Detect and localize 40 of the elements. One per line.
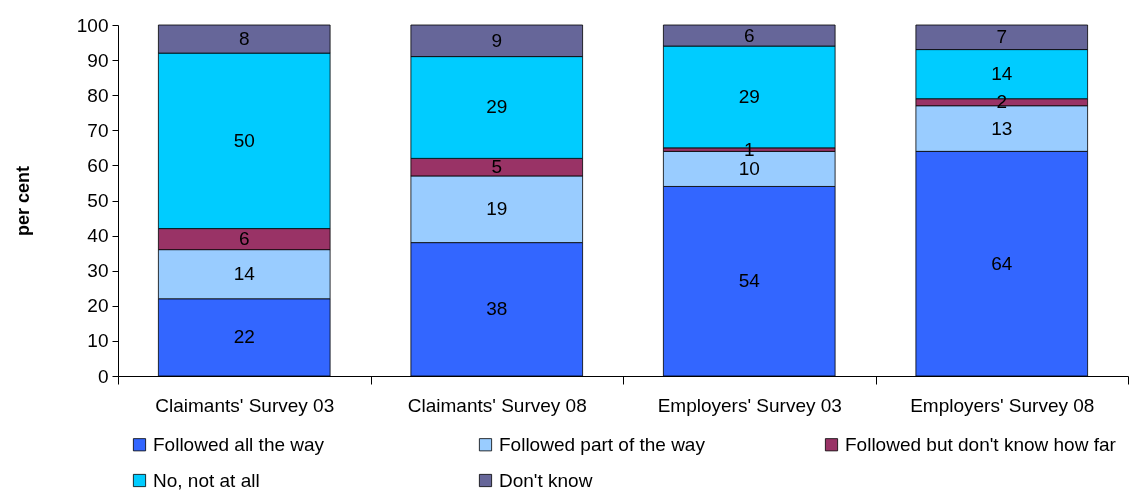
data-label: 8: [238, 28, 250, 50]
legend-label: Don't know: [499, 469, 593, 491]
data-label: 1: [743, 138, 755, 160]
y-tick-label: 0: [97, 365, 109, 387]
x-tick-label: Claimants' Survey 08: [407, 394, 587, 416]
data-label: 50: [233, 129, 255, 151]
y-tick-label: 90: [87, 49, 109, 71]
data-label: 14: [991, 63, 1013, 85]
x-tick-label: Employers' Survey 08: [910, 394, 1095, 416]
data-label: 29: [738, 85, 760, 107]
y-tick-label: 40: [87, 225, 109, 247]
data-label: 6: [238, 228, 250, 250]
data-label: 38: [486, 298, 508, 320]
data-label: 29: [486, 96, 508, 118]
data-label: 13: [991, 117, 1013, 139]
y-axis-title: per cent: [12, 165, 33, 237]
data-label: 14: [233, 263, 256, 285]
data-label: 9: [491, 29, 503, 51]
y-tick-label: 50: [87, 190, 109, 211]
legend-label: Followed part of the way: [499, 433, 706, 455]
legend-label: Followed all the way: [153, 433, 325, 455]
legend-label: Followed but don't know how far: [845, 433, 1117, 455]
y-tick-label: 70: [87, 119, 109, 141]
x-tick-label: Employers' Survey 03: [657, 394, 842, 416]
data-label: 19: [486, 198, 508, 220]
data-label: 64: [991, 252, 1013, 274]
legend-label: No, not at all: [153, 469, 260, 491]
data-label: 5: [491, 156, 503, 178]
data-label: 7: [996, 26, 1008, 48]
y-tick-label: 10: [87, 330, 109, 352]
y-tick-label: 30: [87, 260, 109, 282]
data-label: 54: [738, 270, 761, 292]
y-tick-label: 60: [87, 154, 109, 176]
y-tick-label: 20: [87, 295, 109, 317]
y-tick-label: 80: [87, 84, 109, 106]
data-label: 6: [743, 24, 755, 46]
y-tick-label: 100: [76, 14, 109, 36]
data-label: 22: [233, 326, 255, 348]
x-tick-label: Claimants' Survey 03: [155, 394, 335, 416]
data-label: 10: [738, 157, 760, 179]
